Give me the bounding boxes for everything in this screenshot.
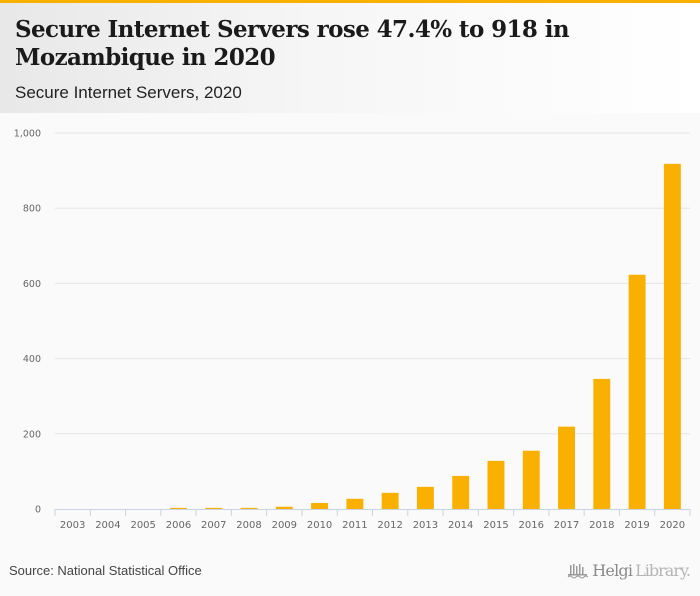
bars [170, 163, 681, 509]
x-tick-label: 2010 [307, 520, 332, 531]
bar-2009[interactable] [275, 506, 293, 509]
x-tick-label: 2004 [95, 520, 120, 531]
x-tick-label: 2005 [130, 520, 155, 531]
logo-text-library: Library. [635, 561, 691, 580]
x-tick-label: 2014 [448, 520, 473, 531]
bar-2018[interactable] [593, 378, 611, 509]
x-tick-label: 2013 [413, 520, 438, 531]
x-tick-label: 2003 [60, 520, 85, 531]
gridlines [55, 132, 690, 435]
bar-2019[interactable] [628, 274, 646, 509]
chart-title: Secure Internet Servers rose 47.4% to 91… [15, 16, 570, 71]
x-tick-label: 2019 [624, 520, 649, 531]
y-tick-label: 600 [23, 279, 41, 290]
bar-chart: 0 200 400 600 800 1,000 2003 2004 2005 2006 2007 2… [0, 113, 700, 543]
bar-2016[interactable] [522, 450, 540, 509]
bar-2015[interactable] [487, 460, 505, 509]
x-tick-label: 2006 [166, 520, 191, 531]
x-tick-label: 2007 [201, 520, 226, 531]
chart-header: Secure Internet Servers rose 47.4% to 91… [0, 3, 700, 113]
x-tick-label: 2020 [660, 520, 685, 531]
x-tick-label: 2015 [483, 520, 508, 531]
bar-2011[interactable] [346, 498, 364, 509]
x-tick-label: 2008 [236, 520, 261, 531]
bar-2017[interactable] [558, 426, 575, 509]
x-tick-label: 2012 [377, 520, 402, 531]
chart-subtitle: Secure Internet Servers, 2020 [15, 83, 242, 102]
top-accent-bar [0, 0, 700, 3]
y-tick-label: 0 [35, 505, 41, 516]
bar-2010[interactable] [311, 502, 329, 509]
y-tick-label: 400 [23, 354, 41, 365]
bar-2008[interactable] [240, 507, 258, 509]
y-tick-label: 1,000 [14, 129, 41, 140]
helgi-library-logo[interactable]: Helgi Library. [567, 561, 691, 580]
logo-text-helgi: Helgi [592, 561, 633, 580]
x-tick-label: 2018 [589, 520, 614, 531]
bar-2013[interactable] [416, 486, 434, 509]
y-tick-label: 800 [23, 204, 41, 215]
bar-2007[interactable] [205, 507, 223, 509]
y-tick-label: 200 [23, 429, 41, 440]
x-tick-label: 2016 [519, 520, 544, 531]
library-building-icon [567, 563, 589, 578]
bar-2020[interactable] [663, 163, 681, 509]
source-note: Source: National Statistical Office [9, 563, 202, 578]
x-axis [54, 509, 691, 516]
x-axis-ticks: 2003 2004 2005 2006 2007 2008 2009 2010 2011 2012… [60, 520, 685, 531]
bar-2006[interactable] [170, 507, 187, 509]
x-tick-label: 2011 [342, 520, 367, 531]
y-axis-ticks: 0 200 400 600 800 1,000 [14, 129, 41, 516]
x-tick-label: 2017 [554, 520, 579, 531]
bar-2012[interactable] [381, 492, 399, 509]
bar-2014[interactable] [452, 475, 470, 509]
x-tick-label: 2009 [272, 520, 297, 531]
